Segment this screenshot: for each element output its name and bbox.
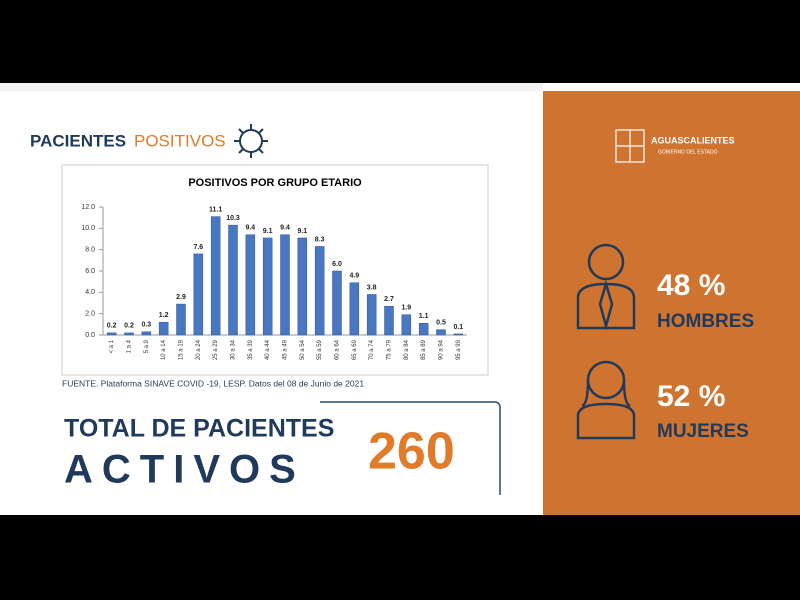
logo-name: AGUASCALIENTES (651, 135, 735, 145)
value-label: 10.3 (226, 215, 240, 222)
value-label: 11.1 (209, 206, 222, 213)
bar (366, 294, 377, 336)
women-label: MUJERES (657, 421, 749, 442)
total-line2: ACTIVOS (64, 448, 305, 492)
title-bold: PACIENTES (30, 131, 126, 150)
y-tick-label: 12.0 (81, 204, 95, 211)
men-label: HOMBRES (657, 311, 754, 332)
bar (280, 234, 290, 336)
value-label: 0.3 (141, 322, 151, 329)
woman-icon (576, 360, 636, 440)
x-tick-label: 65 a 69 (352, 339, 358, 360)
value-label: 1.2 (159, 312, 169, 319)
value-label: 3.8 (367, 284, 377, 291)
x-tick-label: 60 a 64 (335, 339, 341, 360)
value-label: 4.9 (349, 273, 359, 280)
bar (262, 237, 273, 336)
x-tick-label: 70 a 74 (369, 339, 375, 360)
bar (297, 237, 308, 336)
total-count: 260 (368, 423, 455, 481)
men-percent: 48 % (657, 269, 725, 302)
y-tick-label: 10.0 (81, 225, 95, 232)
chart-title: POSITIVOS POR GRUPO ETARIO (188, 177, 362, 189)
value-label: 9.4 (245, 225, 255, 232)
value-label: 0.2 (107, 323, 117, 330)
bar (176, 303, 186, 336)
x-tick-label: 45 a 49 (283, 339, 289, 360)
x-tick-label: 30 a 34 (231, 339, 237, 360)
man-icon (576, 243, 636, 331)
total-frame (320, 401, 501, 495)
value-label: 1.1 (419, 313, 429, 320)
bar (436, 329, 446, 336)
title-light: POSITIVOS (134, 131, 226, 150)
chart: 0.0 2.0 4.0 6.0 8.0 10.0 12.0 < a 1 0.2 1 a 4 0.2 5… (81, 204, 467, 360)
bar (228, 224, 238, 336)
bar (384, 305, 394, 336)
value-label: 8.3 (315, 236, 325, 243)
bar (418, 323, 429, 336)
value-label: 6.0 (332, 261, 342, 268)
value-label: 0.1 (453, 324, 463, 331)
bar (106, 332, 117, 336)
x-tick-label: < a 1 (109, 339, 115, 353)
value-label: 2.9 (176, 294, 186, 301)
bar (314, 246, 325, 336)
y-tick-label: 0.0 (85, 332, 95, 339)
value-label: 0.5 (436, 320, 446, 327)
y-tick-label: 2.0 (85, 311, 95, 318)
x-tick-label: 15 a 19 (179, 339, 185, 360)
x-tick-label: 40 a 44 (265, 339, 271, 360)
virus-icon (234, 124, 268, 158)
x-tick-label: 85 a 89 (421, 339, 427, 360)
bar (453, 333, 464, 336)
value-label: 9.1 (263, 228, 273, 235)
logo-icon (615, 129, 645, 163)
x-tick-label: 90 a 94 (439, 339, 445, 360)
x-tick-label: 50 a 54 (300, 339, 306, 360)
chart-frame (61, 164, 489, 376)
y-tick-label: 8.0 (85, 247, 95, 254)
x-tick-label: 20 a 24 (196, 339, 202, 360)
x-tick-label: 95 a 99 (456, 339, 462, 360)
x-tick-label: 25 a 29 (213, 339, 219, 360)
x-tick-label: 5 a 9 (144, 339, 150, 353)
value-label: 0.2 (124, 323, 134, 330)
total-line1: TOTAL DE PACIENTES (64, 415, 334, 443)
y-tick-label: 4.0 (85, 289, 95, 296)
x-tick-label: 75 a 79 (387, 339, 393, 360)
logo-sub: GOBIERNO DEL ESTADO (658, 149, 718, 155)
value-label: 2.7 (384, 296, 394, 303)
bar (193, 253, 204, 336)
side-panel (543, 91, 800, 515)
x-tick-label: 80 a 84 (404, 339, 410, 360)
x-tick-label: 1 a 4 (127, 339, 133, 353)
value-label: 9.4 (280, 225, 290, 232)
bar (401, 314, 412, 336)
bar (210, 216, 221, 336)
value-label: 7.6 (193, 244, 203, 251)
bar (141, 331, 152, 336)
bar (349, 282, 360, 336)
bar (332, 270, 342, 336)
source-note: FUENTE. Plataforma SINAVE COVID -19, LES… (62, 378, 364, 388)
bar (245, 234, 256, 336)
value-label: 1.9 (401, 305, 411, 312)
women-percent: 52 % (657, 380, 725, 413)
x-tick-label: 55 a 59 (317, 339, 323, 360)
bar (158, 321, 169, 336)
bar (124, 332, 134, 336)
x-tick-label: 35 a 39 (248, 339, 254, 360)
value-label: 9.1 (297, 228, 307, 235)
x-tick-label: 10 a 14 (161, 339, 167, 360)
y-tick-label: 6.0 (85, 268, 95, 275)
top-strip (0, 83, 543, 91)
